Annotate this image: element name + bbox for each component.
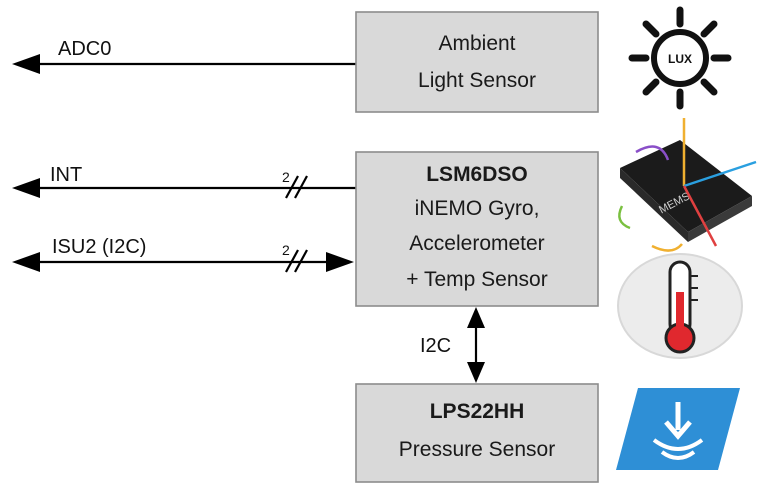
isu2-signal: ISU2 (I2C) 2: [12, 236, 354, 273]
int-arrowhead: [12, 178, 40, 198]
i2c-up-arrowhead: [467, 307, 485, 328]
ambient-line2: Light Sensor: [418, 69, 536, 92]
i2c-link: I2C: [420, 307, 485, 383]
lps22hh-title: LPS22HH: [430, 400, 525, 423]
isu2-left-arrowhead: [12, 252, 40, 272]
isu2-bus-width: 2: [282, 242, 290, 258]
i2c-label: I2C: [420, 335, 451, 357]
adc0-signal: ADC0: [12, 38, 356, 74]
lsm6dso-line4: + Temp Sensor: [406, 268, 547, 291]
lux-text: LUX: [668, 52, 692, 66]
ambient-light-sensor-block: Ambient Light Sensor: [355, 11, 599, 113]
adc0-label: ADC0: [58, 38, 111, 60]
lsm6dso-title: LSM6DSO: [426, 163, 528, 186]
i2c-down-arrowhead: [467, 362, 485, 383]
mems-chip-icon: MEMS: [618, 118, 757, 252]
sun-lux-icon: LUX: [628, 6, 732, 110]
thermometer-icon: [617, 253, 743, 359]
isu2-right-arrowhead: [326, 252, 354, 272]
lsm6dso-line3: Accelerometer: [409, 232, 544, 255]
int-bus-width: 2: [282, 169, 290, 185]
int-bus-slash: [285, 175, 299, 199]
lps22hh-line2: Pressure Sensor: [399, 438, 555, 461]
pressure-icon: [616, 388, 740, 470]
isu2-bus-slash: [285, 249, 299, 273]
lsm6dso-block: LSM6DSO iNEMO Gyro, Accelerometer + Temp…: [355, 151, 599, 307]
adc0-arrowhead: [12, 54, 40, 74]
ambient-line1: Ambient: [438, 32, 515, 55]
isu2-label: ISU2 (I2C): [52, 236, 146, 258]
lsm6dso-line2: iNEMO Gyro,: [415, 197, 540, 220]
int-signal: INT 2: [12, 164, 356, 199]
int-label: INT: [50, 164, 82, 186]
lps22hh-block: LPS22HH Pressure Sensor: [355, 383, 599, 483]
